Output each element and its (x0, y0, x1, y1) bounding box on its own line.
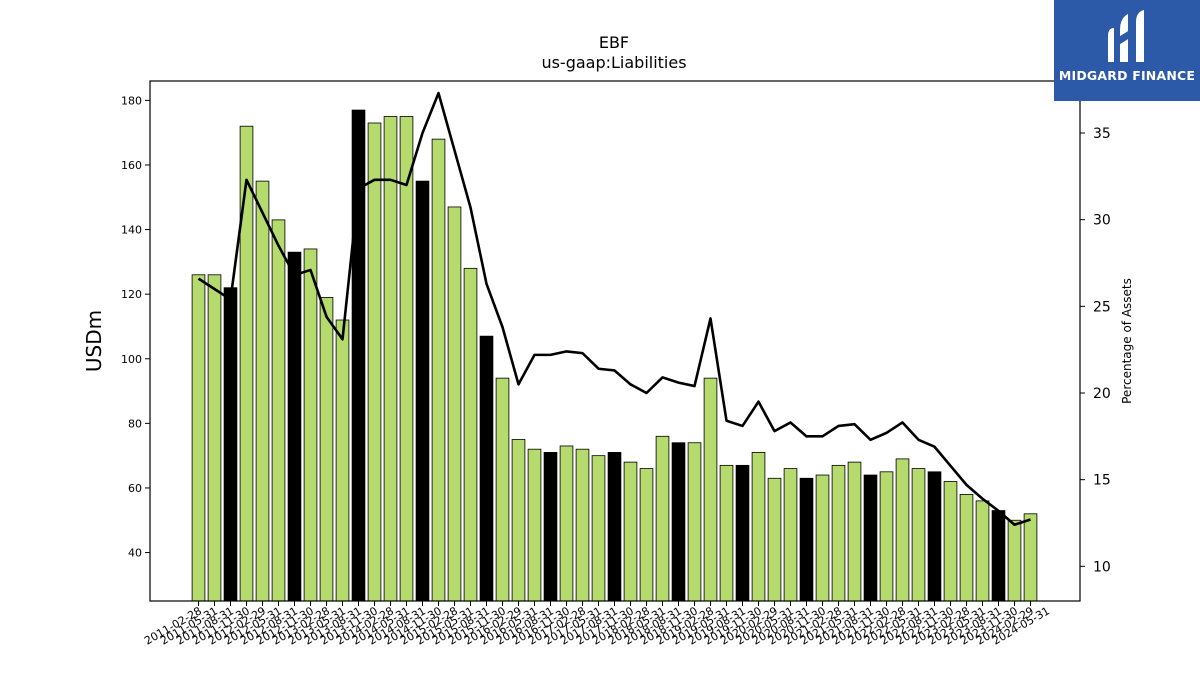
bar (319, 296, 334, 602)
chart-title: EBF (599, 33, 629, 52)
y-tick-label: 60 (128, 482, 142, 495)
line-group (197, 91, 1031, 527)
bar (623, 461, 638, 602)
y2-tick-label: 25 (1093, 299, 1111, 315)
bar (607, 452, 622, 602)
bar (447, 206, 462, 602)
bar (511, 439, 526, 602)
bar (703, 377, 718, 602)
bar (1023, 513, 1038, 602)
y2-tick-label: 15 (1093, 473, 1111, 489)
y-tick-label: 40 (128, 547, 142, 560)
bar (799, 477, 814, 602)
bar (303, 248, 318, 602)
bar (223, 287, 238, 602)
y-tick-label: 140 (121, 224, 142, 237)
bar (367, 122, 382, 602)
brand-logo: MIDGARD FINANCE (1054, 0, 1200, 101)
bar (895, 458, 910, 602)
bar (383, 116, 398, 602)
bar (543, 452, 558, 602)
bar (287, 251, 302, 602)
bar (527, 448, 542, 602)
bar (591, 455, 606, 602)
y-tick-label: 180 (121, 94, 142, 107)
bar (943, 481, 958, 602)
bar (207, 274, 222, 602)
bar (831, 464, 846, 602)
y2-tick-label: 10 (1093, 559, 1111, 575)
bar (687, 442, 702, 602)
y-tick-label: 120 (121, 288, 142, 301)
bar (399, 116, 414, 602)
axes-group: 4060801001201401601801015202530352011-02… (121, 80, 1111, 648)
chart-subtitle: us-gaap:Liabilities (541, 53, 686, 72)
bar (239, 125, 254, 602)
bar (735, 464, 750, 602)
bar (671, 442, 686, 602)
bar-group (191, 109, 1038, 602)
midgard-logo-icon (1108, 10, 1144, 62)
bar (767, 477, 782, 602)
bar (863, 474, 878, 602)
line-series (197, 91, 1031, 527)
brand-name: MIDGARD FINANCE (1058, 68, 1196, 83)
bar (751, 452, 766, 602)
bar (639, 468, 654, 602)
bar (255, 180, 270, 602)
y2-tick-label: 20 (1093, 386, 1111, 402)
bar (431, 138, 446, 602)
bar (815, 474, 830, 602)
bar (847, 461, 862, 602)
bar (271, 219, 286, 602)
bar (959, 494, 974, 602)
bar (927, 471, 942, 602)
y2-tick-label: 30 (1093, 213, 1111, 229)
bar (575, 448, 590, 602)
bar (879, 471, 894, 602)
bar (351, 109, 366, 602)
bar (783, 468, 798, 602)
bar (991, 510, 1006, 602)
y-tick-label: 160 (121, 159, 142, 172)
bar (463, 267, 478, 602)
bar (1007, 519, 1022, 602)
bar (655, 435, 670, 602)
y-tick-label: 80 (128, 417, 142, 430)
bar (191, 274, 206, 602)
bar (479, 335, 494, 602)
bar (335, 319, 350, 602)
y2-tick-label: 35 (1093, 126, 1111, 142)
y2-axis-label: Percentage of Assets (1120, 278, 1134, 404)
bar (415, 180, 430, 602)
bar (975, 500, 990, 602)
bar (911, 468, 926, 602)
y-tick-label: 100 (121, 353, 142, 366)
y-axis-label: USDm (82, 310, 106, 372)
bar (495, 377, 510, 602)
bar (719, 464, 734, 602)
bar (559, 445, 574, 602)
